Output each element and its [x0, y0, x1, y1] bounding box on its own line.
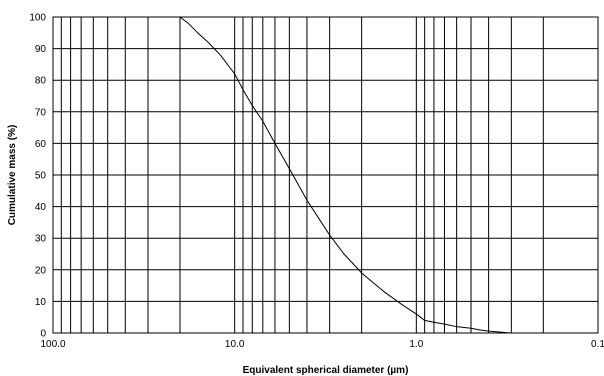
y-tick-label: 20: [35, 265, 47, 276]
plot-area-border: [52, 16, 599, 334]
y-axis-title: Cumulative mass (%): [7, 125, 18, 226]
x-tick-label: 100.0: [40, 339, 65, 350]
gridlines: [53, 16, 599, 334]
y-tick-label: 80: [35, 76, 47, 87]
y-tick-label: 30: [35, 234, 47, 245]
x-tick-label: 0.1: [591, 339, 604, 350]
y-tick-label: 40: [35, 202, 47, 213]
y-tick-label: 50: [35, 171, 47, 182]
y-tick-label: 100: [29, 13, 46, 24]
x-axis-title: Equivalent spherical diameter (µm): [243, 365, 409, 376]
x-tick-label: 10.0: [225, 339, 245, 350]
y-tick-label: 90: [35, 44, 47, 55]
y-tick-label: 70: [35, 107, 47, 118]
tick-labels: 0 10 20 30 40 50 60 70 80 90 100 100.0 10.0 1.0 0.1: [29, 13, 604, 351]
series-group: [179, 16, 512, 334]
cumulative-mass-line: [179, 16, 512, 334]
x-tick-label: 1.0: [409, 339, 423, 350]
y-tick-label: 60: [35, 139, 47, 150]
y-tick-label: 10: [35, 297, 47, 308]
y-tick-label: 0: [40, 329, 46, 340]
